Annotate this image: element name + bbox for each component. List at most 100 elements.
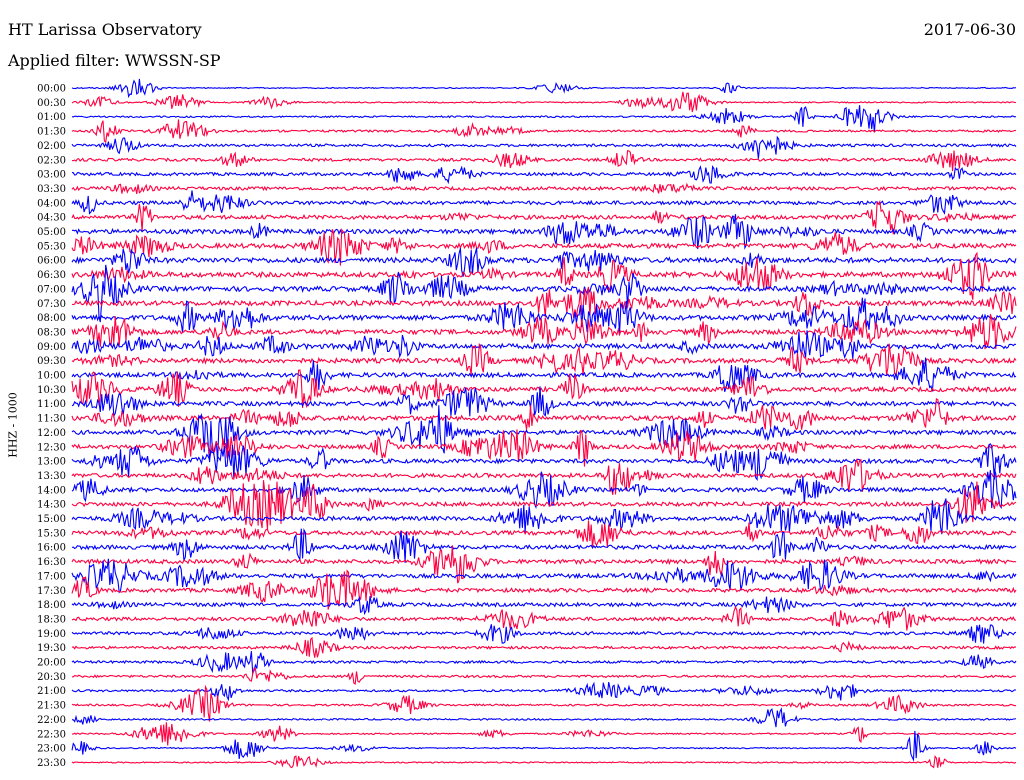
trace-time-label: 02:00 <box>37 141 66 152</box>
seismic-trace <box>71 190 1017 215</box>
seismic-trace <box>71 684 1017 722</box>
seismic-trace <box>71 443 1017 482</box>
seismic-trace <box>71 468 1017 510</box>
trace-time-label: 08:30 <box>37 327 66 338</box>
trace-time-label: 23:00 <box>37 744 66 755</box>
seismic-trace <box>71 730 1017 762</box>
trace-time-label: 17:30 <box>37 586 66 597</box>
seismic-trace <box>71 313 1017 350</box>
seismic-trace <box>71 264 1017 323</box>
trace-time-label: 18:30 <box>37 614 66 625</box>
trace-time-label: 11:30 <box>37 414 66 425</box>
trace-time-label: 23:30 <box>37 758 66 769</box>
seismic-trace <box>71 369 1017 409</box>
trace-time-label: 05:00 <box>37 227 66 238</box>
trace-time-label: 16:30 <box>37 557 66 568</box>
seismic-trace <box>72 722 1017 746</box>
filter-label: Applied filter: WWSSN-SP <box>8 51 221 70</box>
trace-time-label: 15:00 <box>37 514 66 525</box>
trace-time-label: 12:00 <box>37 428 66 439</box>
trace-time-label: 04:00 <box>37 198 66 209</box>
trace-time-label: 01:30 <box>37 127 66 138</box>
seismic-trace <box>71 228 1017 266</box>
seismic-trace <box>71 405 1017 463</box>
trace-time-label: 16:00 <box>37 543 66 554</box>
seismic-trace <box>71 330 1017 359</box>
trace-time-label: 04:30 <box>37 213 66 224</box>
seismic-trace <box>71 199 1017 235</box>
trace-time-label: 11:00 <box>37 399 66 410</box>
trace-time-label: 03:00 <box>37 170 66 181</box>
seismic-trace <box>71 286 1017 319</box>
seismic-trace <box>71 105 1017 133</box>
seismic-trace <box>71 78 1017 99</box>
seismic-trace <box>71 755 1017 769</box>
seismic-trace <box>71 251 1017 300</box>
seismic-trace <box>71 651 1017 676</box>
seismic-trace <box>71 164 1017 185</box>
seismic-trace <box>71 182 1017 194</box>
seismic-trace <box>71 429 1017 467</box>
trace-time-label: 15:30 <box>37 528 66 539</box>
trace-time-label: 21:30 <box>37 701 66 712</box>
trace-time-label: 10:30 <box>37 385 66 396</box>
seismic-trace <box>71 119 1017 144</box>
seismic-trace <box>71 624 1017 644</box>
seismic-trace <box>71 595 1017 616</box>
trace-time-label: 07:00 <box>37 284 66 295</box>
trace-time-label: 00:00 <box>37 84 66 95</box>
seismic-trace <box>71 707 1017 728</box>
seismic-trace <box>71 498 1017 535</box>
trace-time-label: 06:30 <box>37 270 66 281</box>
seismic-trace <box>71 605 1017 631</box>
trace-time-label: 03:30 <box>37 184 66 195</box>
trace-time-label: 20:30 <box>37 672 66 683</box>
seismic-trace <box>71 357 1017 392</box>
record-date: 2017-06-30 <box>923 20 1016 39</box>
trace-time-label: 18:00 <box>37 600 66 611</box>
seismic-trace <box>71 681 1017 702</box>
seismic-trace <box>71 528 1017 563</box>
trace-time-label: 22:00 <box>37 715 66 726</box>
trace-time-label: 21:00 <box>37 686 66 697</box>
seismic-trace <box>71 297 1017 336</box>
seismic-trace <box>71 569 1017 610</box>
trace-time-label: 20:00 <box>37 658 66 669</box>
trace-time-label: 02:30 <box>37 155 66 166</box>
trace-time-label: 05:30 <box>37 241 66 252</box>
trace-time-label: 13:00 <box>37 457 66 468</box>
trace-time-label: 07:30 <box>37 299 66 310</box>
seismic-trace <box>71 520 1017 548</box>
trace-time-label: 19:00 <box>37 629 66 640</box>
trace-time-label: 08:00 <box>37 313 66 324</box>
trace-time-label: 17:00 <box>37 571 66 582</box>
trace-time-label: 12:30 <box>37 442 66 453</box>
seismic-trace <box>71 545 1017 584</box>
seismic-trace <box>71 91 1017 113</box>
trace-time-label: 13:30 <box>37 471 66 482</box>
trace-time-label: 00:30 <box>37 98 66 109</box>
seismic-trace <box>71 247 1017 277</box>
trace-time-label: 09:30 <box>37 356 66 367</box>
observatory-title: HT Larissa Observatory <box>8 20 202 39</box>
seismic-trace <box>72 667 1017 685</box>
trace-time-label: 06:00 <box>37 256 66 267</box>
trace-time-label: 09:00 <box>37 342 66 353</box>
seismic-trace <box>71 636 1017 658</box>
seismic-trace <box>71 135 1017 159</box>
seismic-trace <box>71 558 1017 594</box>
trace-time-label: 01:00 <box>37 112 66 123</box>
seismic-trace <box>71 150 1017 172</box>
seismic-trace <box>71 386 1017 419</box>
trace-time-label: 10:00 <box>37 371 66 382</box>
trace-time-label: 22:30 <box>37 729 66 740</box>
seismic-trace <box>71 214 1017 250</box>
trace-time-label: 19:30 <box>37 643 66 654</box>
seismic-trace <box>71 457 1017 496</box>
seismic-trace <box>71 342 1017 376</box>
seismic-trace <box>71 480 1017 530</box>
trace-time-label: 14:30 <box>37 500 66 511</box>
trace-time-label: 14:00 <box>37 485 66 496</box>
